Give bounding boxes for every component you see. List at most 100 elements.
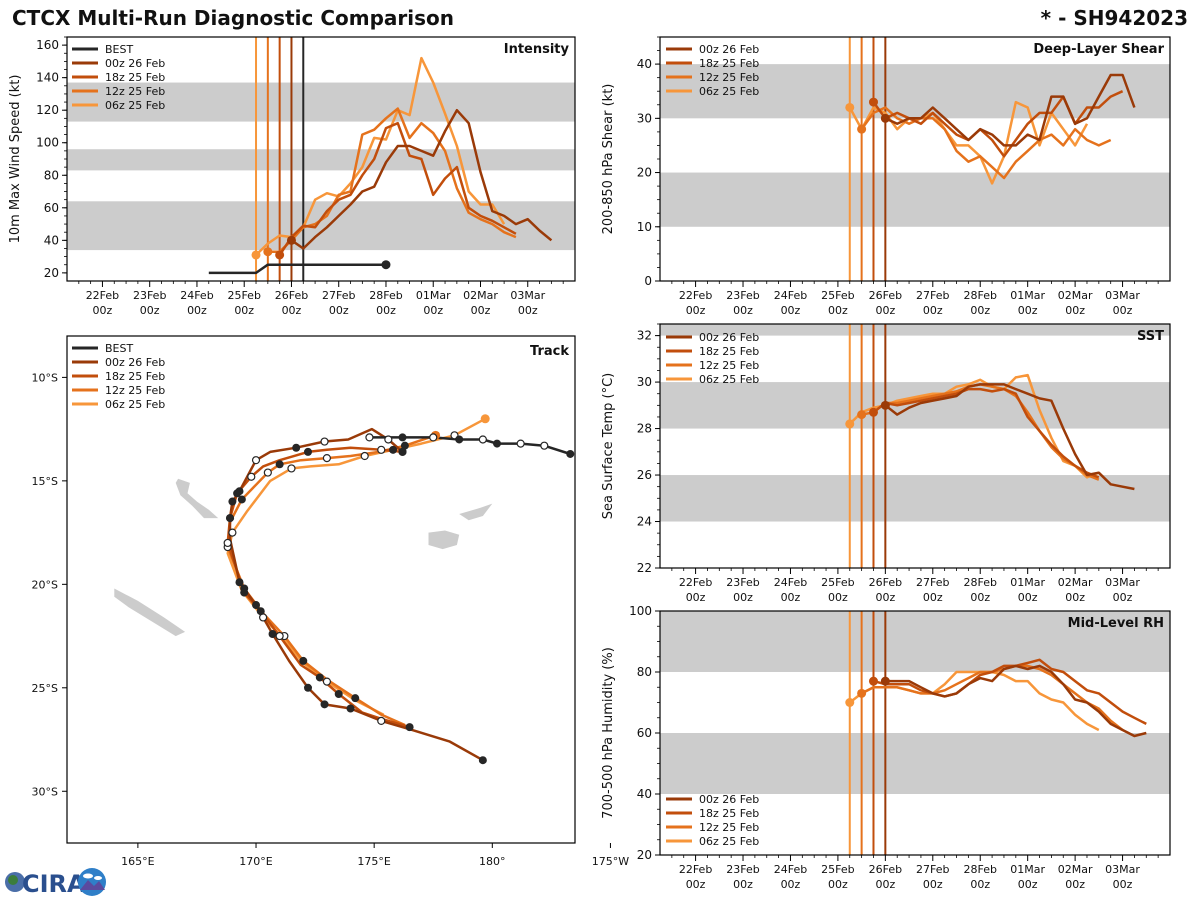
x-tick-label-date: 01Mar xyxy=(1010,289,1045,302)
x-tick-label-hour: 00z xyxy=(1018,304,1038,317)
x-tick-label-hour: 00z xyxy=(93,304,113,317)
track-map-area xyxy=(114,414,575,765)
x-tick-label-hour: 00z xyxy=(423,304,443,317)
y-tick-label: 60 xyxy=(637,726,652,740)
panel-title: Intensity xyxy=(504,42,570,57)
track-marker-filled xyxy=(346,704,355,713)
track-marker-open xyxy=(287,464,296,473)
lat-tick-label: 20°S xyxy=(32,578,58,591)
track-marker-filled xyxy=(398,433,407,442)
series-start-marker xyxy=(275,250,285,260)
land-vanua-levu xyxy=(459,503,493,521)
y-tick-label: 60 xyxy=(44,201,59,215)
x-tick-label-date: 27Feb xyxy=(916,289,949,302)
track-marker-filled xyxy=(493,439,502,448)
x-tick-label-date: 25Feb xyxy=(821,576,854,589)
y-tick-label: 80 xyxy=(44,168,59,182)
series-start-marker xyxy=(868,676,878,686)
category-band xyxy=(67,82,575,122)
rh-chart: 20 40 60 80 100 22Feb 00z 23Feb 00z 24Feb 00z 25Feb… xyxy=(601,604,1171,891)
legend-label: 12z 25 Feb xyxy=(105,384,165,397)
track-marker-filled xyxy=(240,588,249,597)
page-title: CTCX Multi-Run Diagnostic Comparison xyxy=(12,6,454,30)
sst-chart: 22 24 26 28 30 32 22Feb 00z 23Feb 00z 24Feb 00z 25Fe… xyxy=(601,323,1171,604)
lat-tick-label: 25°S xyxy=(32,682,58,695)
x-tick-label-date: 01Mar xyxy=(1010,863,1045,876)
legend-label: 06z 25 Feb xyxy=(699,835,759,848)
panel-title: SST xyxy=(1137,329,1164,344)
track-marker-filled xyxy=(226,514,235,523)
x-tick-label-hour: 00z xyxy=(781,878,801,891)
track-marker-open xyxy=(228,528,237,537)
x-tick-label-hour: 00z xyxy=(733,304,753,317)
x-tick-label-date: 24Feb xyxy=(180,289,213,302)
track-marker-filled xyxy=(351,694,360,703)
x-tick-label-date: 26Feb xyxy=(869,576,902,589)
x-tick-label-hour: 00z xyxy=(1113,591,1133,604)
legend-label: 00z 26 Feb xyxy=(699,793,759,806)
x-tick-label-hour: 00z xyxy=(923,304,943,317)
track-marker-filled xyxy=(268,629,277,638)
track-marker-open xyxy=(263,468,272,477)
track-line-00z-26-feb xyxy=(228,427,484,762)
legend-label: 18z 25 Feb xyxy=(105,370,165,383)
track-end-marker xyxy=(480,414,490,424)
x-tick-label-date: 24Feb xyxy=(774,576,807,589)
track-marker-filled xyxy=(566,449,575,458)
x-tick-label-hour: 00z xyxy=(875,878,895,891)
y-tick-label: 80 xyxy=(637,665,652,679)
x-tick-label-date: 03Mar xyxy=(1105,576,1140,589)
series-start-marker xyxy=(868,407,878,417)
x-tick-label-hour: 00z xyxy=(781,591,801,604)
legend-label: 12z 25 Feb xyxy=(699,359,759,372)
x-tick-label-date: 27Feb xyxy=(916,576,949,589)
y-tick-label: 160 xyxy=(36,38,59,52)
lat-tick-label: 10°S xyxy=(32,371,58,384)
x-tick-label-date: 01Mar xyxy=(1010,576,1045,589)
track-marker-open xyxy=(478,435,487,444)
legend-label: 06z 25 Feb xyxy=(105,398,165,411)
track-marker-filled xyxy=(304,683,313,692)
x-tick-label-date: 02Mar xyxy=(463,289,498,302)
panel-title: Mid-Level RH xyxy=(1068,616,1164,631)
x-tick-label-hour: 00z xyxy=(1065,304,1085,317)
track-marker-filled xyxy=(235,578,244,587)
category-band xyxy=(660,324,1170,336)
series-start-marker xyxy=(880,400,890,410)
series-line-18z-25-feb xyxy=(278,121,517,256)
x-tick-label-date: 02Mar xyxy=(1058,863,1093,876)
series-start-marker xyxy=(263,247,273,257)
x-tick-label-hour: 00z xyxy=(781,304,801,317)
x-tick-label-date: 01Mar xyxy=(416,289,451,302)
x-tick-label-hour: 00z xyxy=(733,878,753,891)
track-line-18z-25-feb xyxy=(226,446,410,729)
legend-label: 12z 25 Feb xyxy=(699,71,759,84)
y-tick-label: 28 xyxy=(637,422,652,436)
series-start-marker xyxy=(880,113,890,123)
x-tick-label-date: 28Feb xyxy=(963,576,996,589)
x-tick-label-hour: 00z xyxy=(471,304,491,317)
land-vanuatu xyxy=(175,478,219,519)
track-marker-open xyxy=(516,439,525,448)
track-marker-filled xyxy=(228,497,237,506)
series-start-marker xyxy=(845,102,855,112)
storm-id: * - SH942023 xyxy=(1040,6,1188,30)
x-tick-label-date: 27Feb xyxy=(322,289,355,302)
x-tick-label-date: 28Feb xyxy=(963,863,996,876)
x-tick-label-date: 26Feb xyxy=(869,863,902,876)
y-tick-label: 10 xyxy=(637,220,652,234)
category-band xyxy=(67,149,575,171)
track-marker-filled xyxy=(299,656,308,665)
y-tick-label: 22 xyxy=(637,561,652,575)
track-marker-open xyxy=(377,445,386,454)
y-tick-label: 40 xyxy=(44,233,59,247)
y-tick-label: 40 xyxy=(637,787,652,801)
x-tick-label-hour: 00z xyxy=(923,878,943,891)
x-tick-label-date: 03Mar xyxy=(1105,289,1140,302)
category-band xyxy=(67,201,575,251)
track-marker-filled xyxy=(389,445,398,454)
y-axis-label: Sea Surface Temp (°C) xyxy=(601,373,616,520)
track-marker-open xyxy=(360,451,369,461)
x-tick-label-date: 28Feb xyxy=(369,289,402,302)
